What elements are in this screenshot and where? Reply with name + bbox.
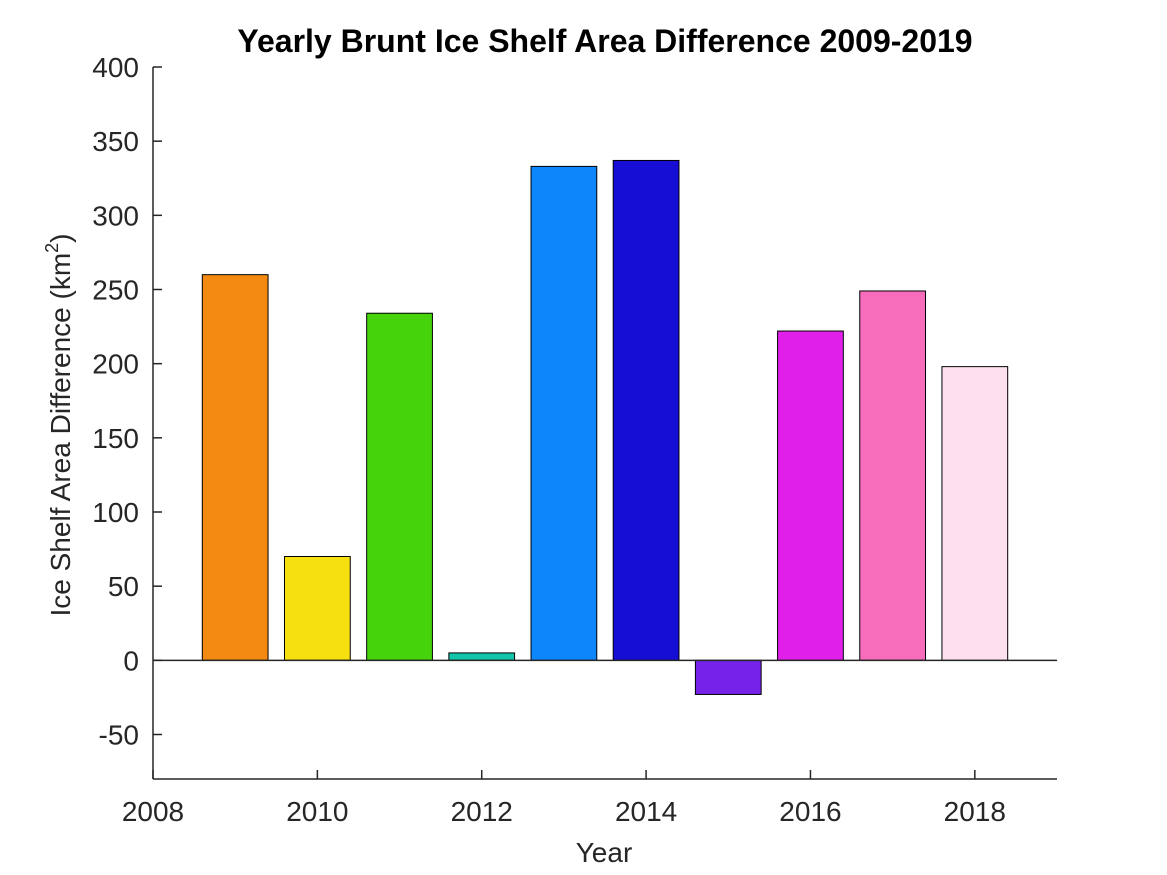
bar-2010 xyxy=(283,556,351,661)
y-tick-label: 0 xyxy=(123,645,139,676)
x-ticks-group: 2008 2010 2012 2014 2016 2018 xyxy=(122,770,1006,827)
x-tick-label: 2012 xyxy=(451,796,513,827)
bar-2012 xyxy=(448,652,516,661)
y-tick-label: 350 xyxy=(92,126,139,157)
x-tick-label: 2016 xyxy=(779,796,841,827)
y-axis-label-superscript: 2 xyxy=(42,243,62,253)
x-tick-label: 2018 xyxy=(944,796,1006,827)
y-tick-label: 250 xyxy=(92,275,139,306)
y-ticks-group: 400 350 300 250 200 150 100 50 0 -50 xyxy=(92,52,162,751)
bar-2014 xyxy=(612,159,680,661)
y-tick-label: 100 xyxy=(92,497,139,528)
y-axis-label: Ice Shelf Area Difference (km2) xyxy=(42,234,76,617)
x-tick-label: 2008 xyxy=(122,796,184,827)
bar-2011 xyxy=(366,312,433,661)
bar-2015 xyxy=(694,659,762,695)
x-tick-label: 2010 xyxy=(286,796,348,827)
bar-2016 xyxy=(777,330,844,661)
x-tick-label: 2014 xyxy=(615,796,677,827)
y-tick-label: 150 xyxy=(92,423,139,454)
y-tick-label: 200 xyxy=(92,349,139,380)
bars-group xyxy=(201,159,1009,695)
y-tick-label: 400 xyxy=(92,52,139,83)
chart-title: Yearly Brunt Ice Shelf Area Difference 2… xyxy=(237,23,972,59)
bar-2018 xyxy=(941,366,1009,661)
bar-2017 xyxy=(859,290,927,661)
y-tick-label: 50 xyxy=(108,571,139,602)
bar-2013 xyxy=(530,165,598,661)
bar-2009 xyxy=(201,274,269,661)
y-tick-label: -50 xyxy=(99,720,139,751)
y-tick-label: 300 xyxy=(92,200,139,231)
x-axis-label: Year xyxy=(576,837,633,868)
y-axis-label-suffix: ) xyxy=(45,234,76,243)
y-axis-label-prefix: Ice Shelf Area Difference (km xyxy=(45,253,76,617)
